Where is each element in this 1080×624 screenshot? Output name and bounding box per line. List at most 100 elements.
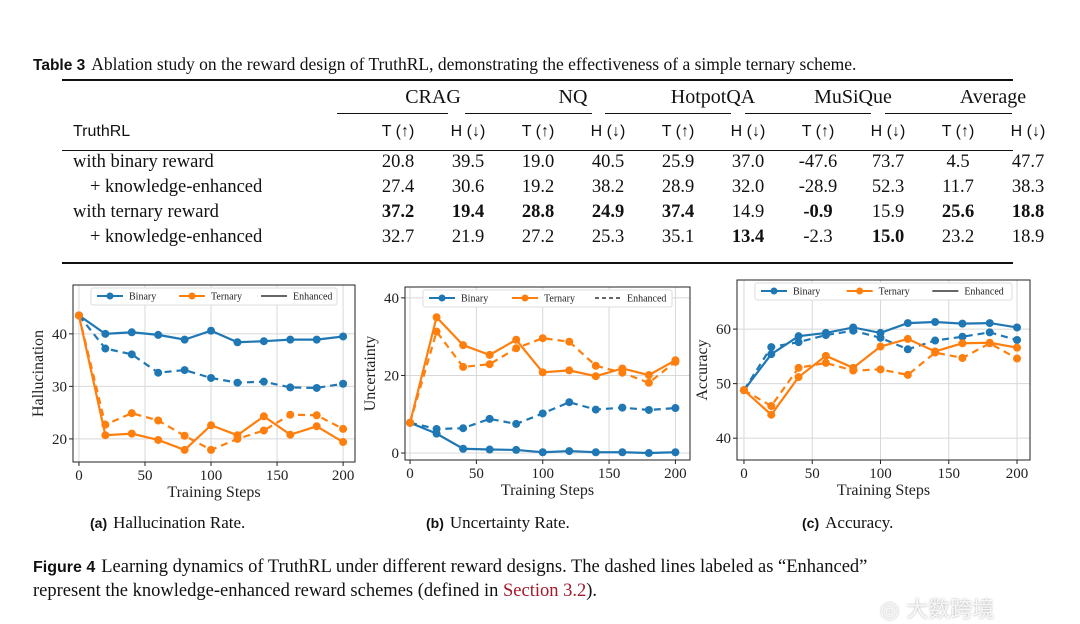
data-point (794, 363, 803, 372)
table-row: with ternary reward 37.2 19.4 28.8 24.9 37.4 1… (62, 200, 1063, 225)
data-point (903, 334, 912, 343)
table-cell: -47.6 (798, 152, 838, 172)
data-point (794, 332, 803, 341)
data-point (876, 342, 885, 351)
data-point (671, 404, 680, 413)
x-tick-label: 0 (406, 466, 414, 482)
table-cell: 37.0 (731, 152, 765, 172)
subheader-hallucination: H (↓) (870, 123, 906, 140)
section-link[interactable]: Section 3.2 (503, 581, 587, 601)
group-musique: MuSiQue (814, 85, 892, 108)
data-point (101, 420, 110, 429)
data-point (432, 327, 441, 336)
x-tick-label: 100 (200, 468, 223, 484)
x-axis-label: Training Steps (837, 482, 930, 499)
data-point (312, 411, 321, 420)
subheader-hallucination: H (↓) (450, 123, 486, 140)
y-tick-label: 40 (52, 327, 67, 343)
y-tick-label: 50 (716, 377, 731, 393)
table-bottom-rule (62, 262, 1013, 264)
data-point (903, 370, 912, 379)
legend-label: Ternary (879, 287, 910, 298)
watermark: ◎ 大数跨境 (880, 598, 995, 623)
data-point (958, 319, 967, 328)
legend-label: Enhanced (627, 294, 666, 305)
data-point (154, 416, 163, 425)
table-cell: 38.2 (591, 177, 625, 197)
data-point (931, 318, 940, 326)
data-point (207, 445, 216, 454)
legend-marker (188, 292, 196, 300)
data-point (1013, 343, 1022, 352)
legend: Binary Ternary Enhanced (754, 282, 1013, 301)
y-tick-label: 30 (52, 379, 67, 395)
data-point (512, 445, 521, 454)
table-cell: 18.9 (1011, 227, 1045, 247)
group-rule (885, 113, 1012, 114)
data-point (512, 344, 521, 353)
table-cell: 32.7 (381, 227, 415, 247)
data-point (618, 403, 627, 412)
data-point (931, 336, 940, 345)
data-point (985, 339, 994, 348)
legend-label: Ternary (211, 292, 242, 303)
table-cell: 40.5 (591, 152, 625, 172)
data-point (286, 383, 295, 392)
data-point (903, 319, 912, 328)
data-point (286, 335, 295, 344)
table-label: Table 3 (33, 57, 86, 74)
subheader-hallucination: H (↓) (590, 123, 626, 140)
data-point (485, 360, 494, 369)
data-point (876, 333, 885, 342)
ablation-table: CRAG NQ HotpotQA MuSiQue Average TruthRL… (62, 80, 1063, 250)
y-axis-label: Accuracy (694, 339, 711, 400)
subcaption-a: (a) Hallucination Rate. (90, 513, 246, 532)
table-cell: 14.9 (731, 202, 765, 222)
row-label: + knowledge-enhanced (90, 227, 263, 247)
data-point (794, 338, 803, 347)
x-tick-label: 200 (1006, 466, 1029, 482)
chart-b: 0 50 100 150 200 0 20 40 Binary Ternary Enhanced Tr… (362, 286, 691, 499)
table-cell: -0.9 (803, 202, 833, 222)
x-tick-label: 200 (664, 466, 687, 482)
data-point (485, 445, 494, 454)
data-point (767, 410, 776, 419)
data-point (931, 348, 940, 357)
table-cell: 4.5 (946, 152, 970, 172)
data-point (1013, 323, 1022, 332)
chart-c: 0 50 100 150 200 40 50 60 Binary Ternary Enhanced T… (694, 279, 1031, 499)
data-point (671, 357, 680, 366)
x-tick-label: 200 (332, 468, 355, 484)
data-point (591, 405, 600, 414)
table-caption: Table 3 Ablation study on the reward desi… (33, 54, 856, 75)
data-point (180, 366, 189, 375)
x-tick-label: 50 (805, 466, 820, 482)
data-point (767, 350, 776, 359)
data-point (312, 335, 321, 344)
data-point (671, 448, 680, 457)
table-cell: 73.7 (871, 152, 905, 172)
x-tick-label: 0 (740, 466, 748, 482)
row-label: with ternary reward (73, 202, 219, 222)
data-point (821, 331, 830, 340)
group-crag: CRAG (405, 85, 461, 108)
data-point (459, 341, 468, 350)
table-cell: 38.3 (1011, 177, 1045, 197)
data-point (538, 409, 547, 418)
data-point (339, 424, 348, 433)
figure-caption-line2: represent the knowledge-enhanced reward … (33, 581, 598, 601)
subcaption-c: (c) Accuracy. (802, 513, 894, 532)
y-tick-label: 40 (384, 291, 399, 307)
data-point (1013, 336, 1022, 344)
table-cell: 28.9 (661, 177, 695, 197)
table-cell: 30.6 (451, 177, 485, 197)
data-point (644, 405, 653, 414)
table-row: with binary reward 20.8 39.5 19.0 40.5 25.9 37… (62, 150, 1063, 175)
data-point (207, 421, 216, 430)
data-point (958, 339, 967, 348)
data-point (591, 448, 600, 457)
y-axis-label: Uncertainty (362, 336, 379, 412)
data-point (794, 373, 803, 382)
data-point (485, 414, 494, 423)
x-tick-label: 150 (266, 468, 289, 484)
